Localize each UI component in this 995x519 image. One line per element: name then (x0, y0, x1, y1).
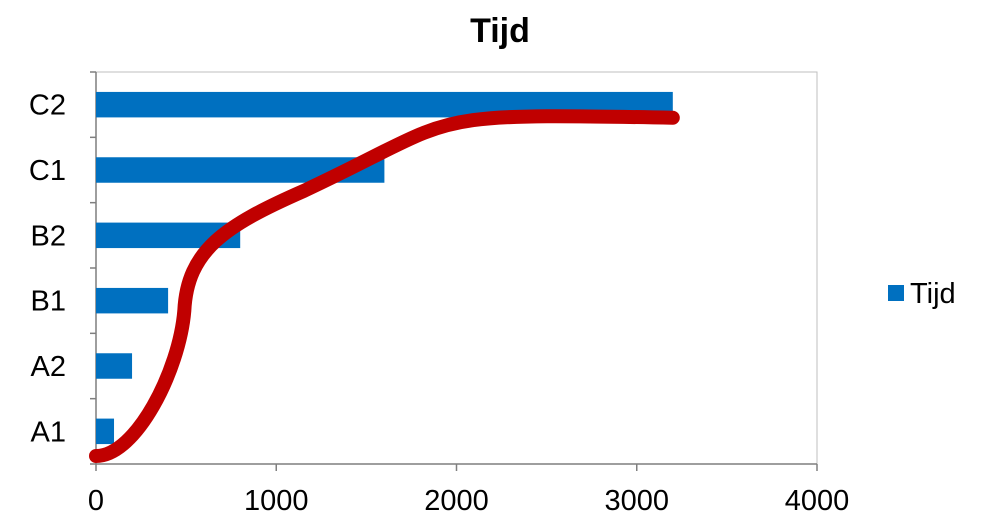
legend-label: Tijd (910, 278, 956, 310)
plot-area (95, 71, 818, 465)
x-tick-label: 2000 (424, 485, 489, 517)
trend-curve (89, 109, 680, 463)
y-axis-ticks (90, 71, 96, 465)
y-tick-label: C2 (29, 90, 66, 122)
y-tick-label: A2 (31, 351, 66, 383)
x-tick-labels: 0 1000 2000 3000 4000 (88, 485, 849, 517)
x-tick-label: 0 (88, 485, 104, 517)
category-labels: A1 A2 B1 B2 C1 C2 (29, 90, 66, 449)
y-tick-label: A1 (31, 416, 66, 448)
y-tick-label: B1 (31, 286, 66, 318)
y-tick-label: B2 (31, 220, 66, 252)
bar-a1 (96, 418, 115, 445)
legend-swatch (888, 285, 904, 301)
bar-a2 (96, 353, 133, 379)
x-tick-label: 4000 (785, 485, 850, 517)
x-tick-label: 1000 (244, 485, 309, 517)
x-axis-ticks (95, 464, 818, 471)
legend: Tijd (888, 278, 956, 310)
chart-title: Tijd (470, 12, 530, 50)
y-tick-label: C1 (29, 155, 66, 187)
bar-b1 (96, 287, 169, 314)
x-tick-label: 3000 (604, 485, 669, 517)
